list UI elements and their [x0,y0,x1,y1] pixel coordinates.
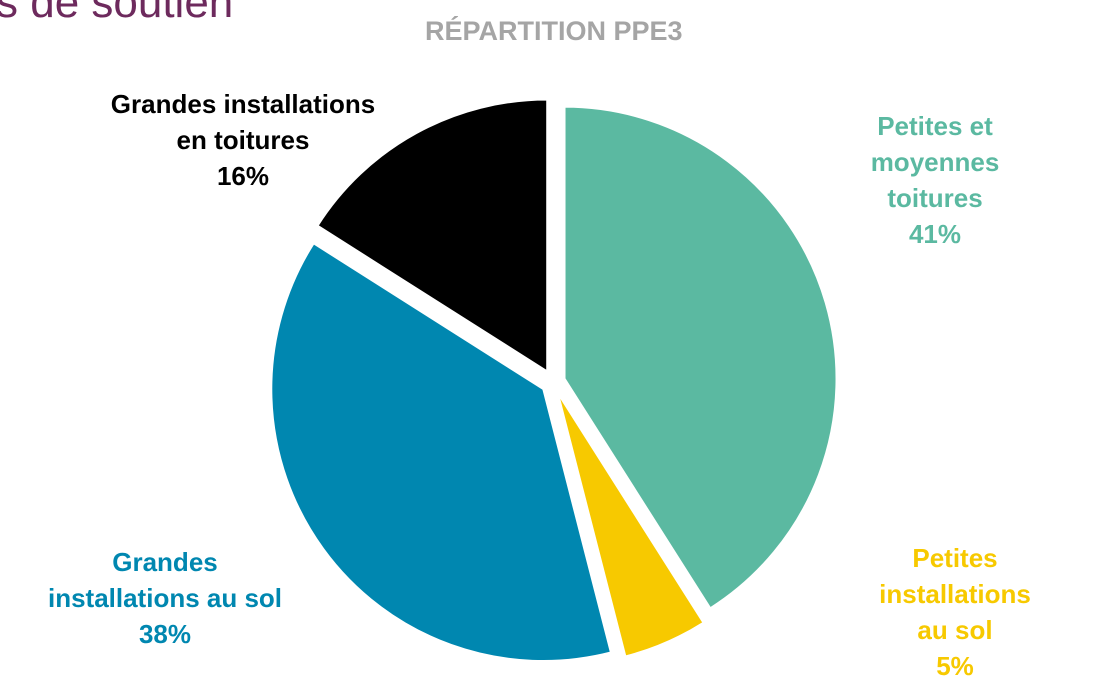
pie-slice [270,241,613,663]
slice-label: Grandes installations au sol 38% [48,544,282,652]
value-label: 5% [936,651,974,681]
value-label: 41% [908,219,962,249]
slice-label: Petites et moyennes toitures 41% [848,108,1022,252]
page: s de soutien RÉPARTITION PPE3 (() => { c… [0,0,1031,681]
value-label: 38% [138,619,192,649]
category-label: Grandes installations en toitures [110,89,376,155]
value-label: 16% [216,161,270,191]
slice-label: Petites installations au sol 5% [878,540,1032,684]
pie-slice [316,98,549,374]
category-label: Petites installations au sol [879,543,1031,645]
chart-title: RÉPARTITION PPE3 [425,16,683,46]
slice-label: Grandes installations en toitures 16% [111,86,375,194]
category-label: Grandes installations au sol [47,547,283,613]
category-label: Petites et moyennes toitures [870,111,1000,213]
pie-slice [563,105,838,610]
chart [270,98,838,663]
pie-slice [556,392,705,658]
page-title: s de soutien [0,0,234,27]
